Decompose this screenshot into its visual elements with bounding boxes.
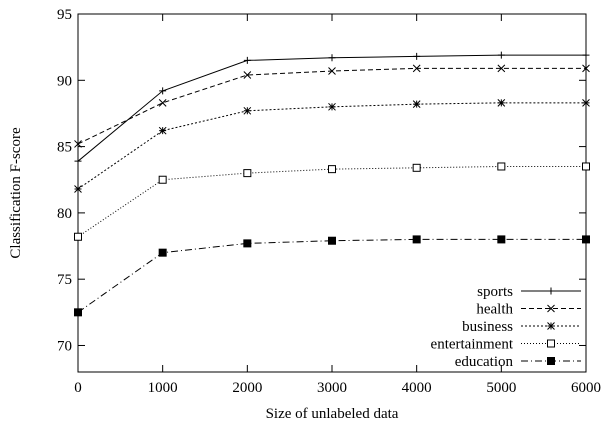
data-point xyxy=(497,64,506,73)
data-point xyxy=(497,51,505,59)
x-axis-label: Size of unlabeled data xyxy=(266,406,399,422)
data-point xyxy=(158,248,167,257)
data-point xyxy=(412,235,421,244)
data-point xyxy=(328,102,336,111)
data-point xyxy=(74,232,82,241)
series-health xyxy=(74,64,590,148)
data-point xyxy=(328,236,336,245)
data-point xyxy=(547,357,555,365)
y-axis-ticks: 70 75 80 85 90 95 xyxy=(57,7,586,354)
y-tick-label: 75 xyxy=(57,272,72,288)
legend-entry-business: business xyxy=(462,319,581,335)
data-point xyxy=(582,51,590,59)
x-tick-label: 5000 xyxy=(486,380,516,396)
series-sports xyxy=(74,51,590,165)
series-education xyxy=(74,235,590,317)
x-tick-label: 1000 xyxy=(148,380,178,396)
legend-label: entertainment xyxy=(431,337,514,353)
data-point xyxy=(497,162,506,171)
data-point xyxy=(158,98,167,107)
data-point xyxy=(74,308,82,317)
legend-label: sports xyxy=(477,284,513,300)
data-point xyxy=(547,339,555,348)
data-point xyxy=(158,175,167,184)
data-point xyxy=(547,287,555,295)
data-point xyxy=(582,64,590,73)
data-point xyxy=(243,106,252,115)
y-axis-label: Classification F-score xyxy=(8,127,24,259)
x-axis-ticks: 0 1000 2000 3000 4000 5000 6000 xyxy=(74,14,601,396)
data-point xyxy=(243,239,252,248)
data-point xyxy=(412,64,421,73)
legend-label: business xyxy=(462,319,513,335)
x-tick-label: 6000 xyxy=(571,380,601,396)
series-group xyxy=(74,51,590,317)
data-point xyxy=(582,162,590,171)
y-tick-label: 95 xyxy=(57,7,72,23)
x-tick-label: 0 xyxy=(74,380,82,396)
data-point xyxy=(328,165,336,174)
data-point xyxy=(547,304,555,313)
legend-entry-health: health xyxy=(476,302,581,318)
data-point xyxy=(74,140,82,148)
legend-entry-entertainment: entertainment xyxy=(431,337,581,353)
data-point xyxy=(243,71,252,79)
x-tick-label: 3000 xyxy=(317,380,347,396)
data-point xyxy=(243,56,251,64)
data-point xyxy=(159,87,167,95)
data-point xyxy=(243,169,252,178)
data-point xyxy=(74,157,82,165)
data-point xyxy=(412,100,421,109)
data-point xyxy=(547,322,555,330)
y-tick-label: 90 xyxy=(57,73,72,89)
series-line xyxy=(77,165,586,238)
legend-entry-sports: sports xyxy=(477,284,581,300)
legend-label: education xyxy=(455,354,514,370)
data-point xyxy=(328,54,336,62)
data-point xyxy=(497,98,506,107)
y-tick-label: 70 xyxy=(57,338,72,354)
data-point xyxy=(328,67,336,75)
data-point xyxy=(497,235,506,244)
y-tick-label: 80 xyxy=(57,206,72,222)
series-business xyxy=(74,98,590,193)
data-point xyxy=(74,185,82,193)
legend-entry-education: education xyxy=(455,354,581,370)
y-tick-label: 85 xyxy=(57,140,72,156)
data-point xyxy=(582,98,590,107)
x-tick-label: 2000 xyxy=(232,380,262,396)
data-point xyxy=(412,163,421,172)
series-line xyxy=(77,102,586,190)
x-tick-label: 4000 xyxy=(402,380,432,396)
data-point xyxy=(158,126,167,135)
legend-label: health xyxy=(476,302,513,318)
data-point xyxy=(413,52,421,60)
data-point xyxy=(582,235,590,244)
series-entertainment xyxy=(74,162,590,241)
